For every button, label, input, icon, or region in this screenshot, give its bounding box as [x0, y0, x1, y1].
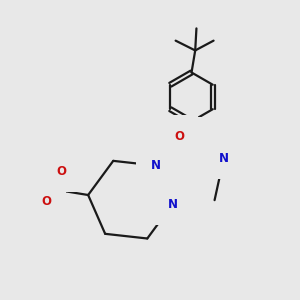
Text: N: N	[150, 159, 161, 172]
Text: O: O	[174, 130, 184, 142]
Text: O: O	[56, 165, 66, 178]
Text: N: N	[219, 152, 229, 165]
Text: N: N	[182, 131, 192, 144]
Text: O: O	[41, 195, 52, 208]
Text: N: N	[167, 198, 177, 211]
